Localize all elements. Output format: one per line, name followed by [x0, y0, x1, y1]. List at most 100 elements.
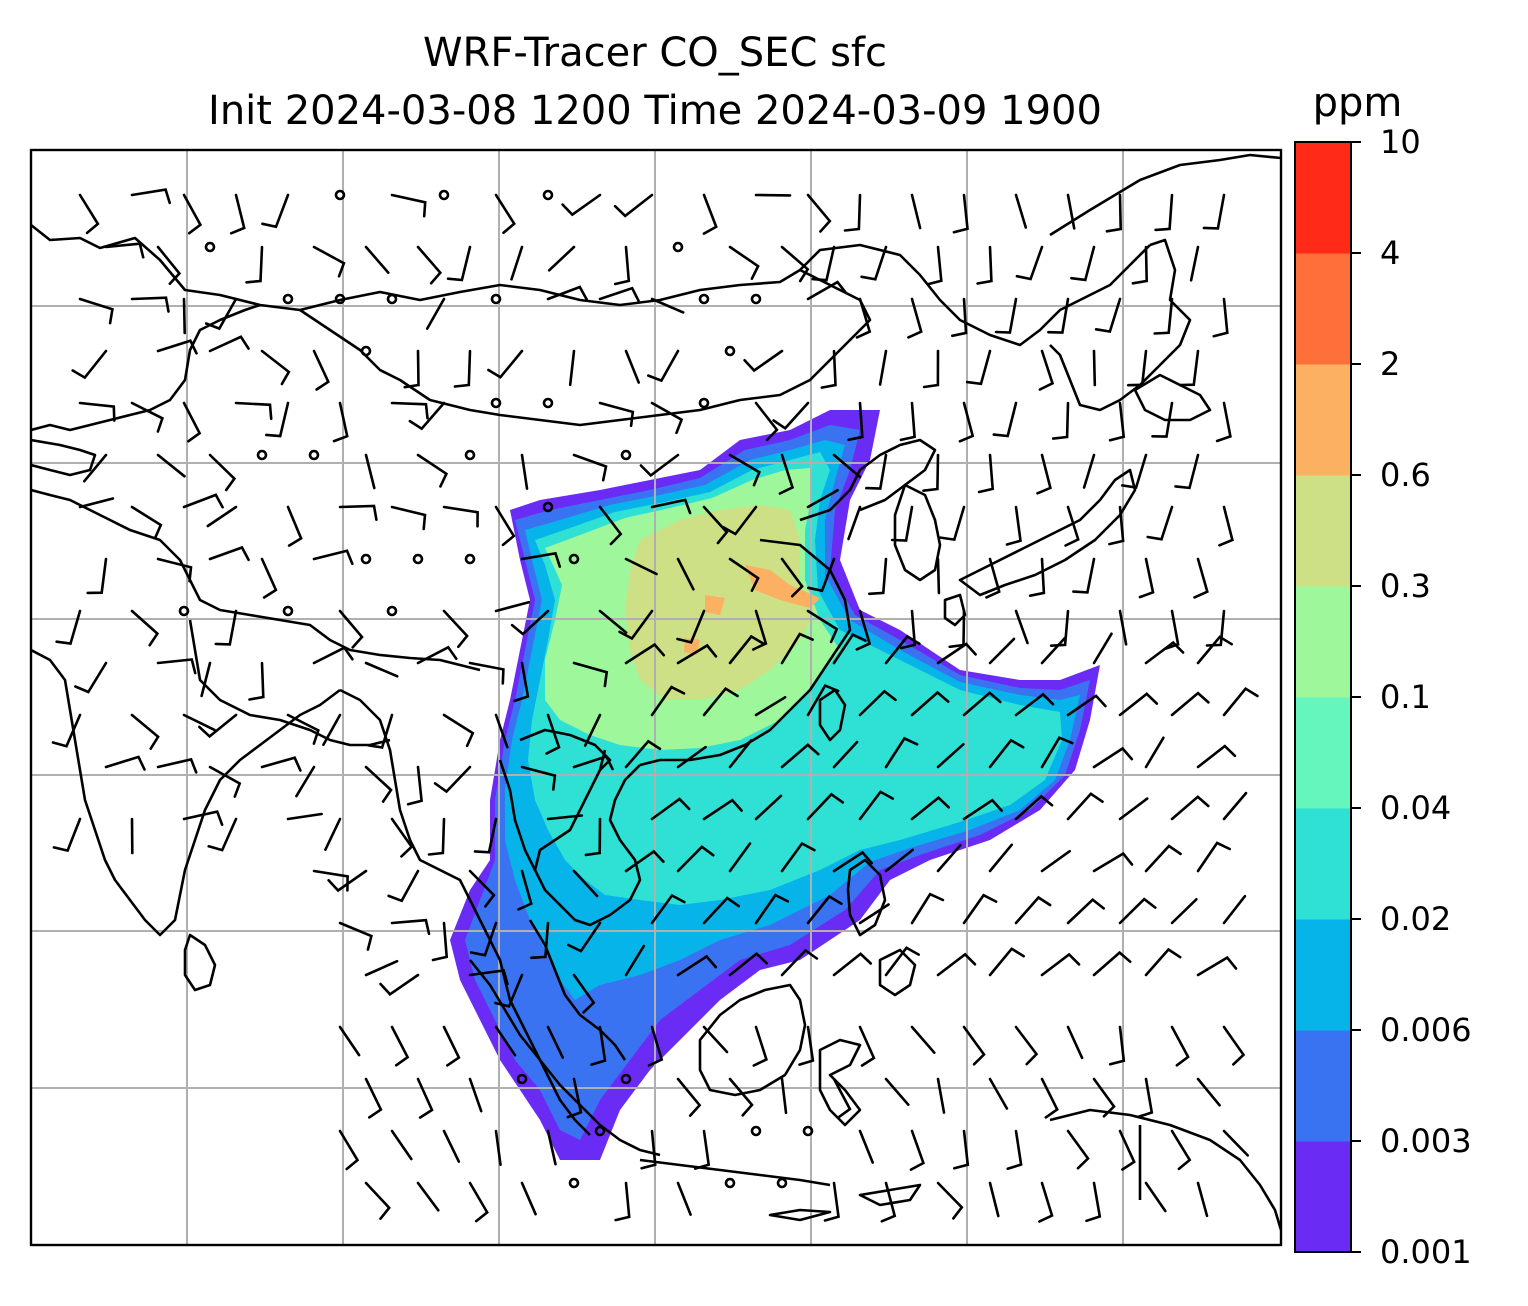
wind-barb [806, 609, 839, 644]
wind-barb [530, 921, 550, 960]
calm-wind-marker [386, 605, 398, 617]
wind-barb [208, 453, 237, 492]
wind-barb [926, 245, 943, 286]
wind-barb [513, 661, 530, 703]
wind-barb [922, 349, 940, 389]
wind-barb [207, 817, 238, 852]
wind-barb [1137, 1077, 1154, 1119]
wind-barb [702, 193, 718, 235]
wind-barb [156, 757, 198, 774]
wind-barb [676, 1077, 702, 1117]
wind-barb [910, 795, 950, 821]
wind-barb [650, 797, 691, 821]
wind-barb [936, 743, 965, 769]
wind-barb [693, 1129, 711, 1170]
wind-barb [442, 609, 469, 649]
wind-barb [208, 545, 250, 562]
sulawesi [818, 1038, 862, 1127]
wind-barb [936, 642, 977, 665]
calm-wind-marker [490, 293, 502, 305]
colorbar-tick-label: 0.04 [1380, 789, 1452, 827]
colorbar-segment [1295, 1030, 1351, 1142]
calm-wind-marker [750, 293, 762, 305]
korea-peninsula [893, 483, 942, 582]
wind-barb [433, 765, 472, 794]
wind-barb [910, 690, 950, 717]
wind-barb [1092, 632, 1113, 665]
wind-barb [1118, 797, 1149, 821]
wind-barb [890, 505, 914, 542]
wind-barb [832, 1077, 852, 1119]
wind-barb [51, 713, 82, 748]
wind-barb [406, 765, 424, 806]
wind-barb [650, 685, 686, 717]
wind-barb [572, 754, 614, 771]
wind-barb [546, 285, 588, 301]
wind-barb [86, 557, 108, 595]
wind-barb [639, 453, 680, 478]
wind-barb [1092, 746, 1134, 769]
wind-barb [561, 193, 602, 217]
wind-barb [613, 245, 631, 286]
wind-barb [1222, 791, 1248, 821]
calm-wind-marker [516, 1073, 528, 1085]
wind-barb [468, 1181, 489, 1223]
sumatra [468, 959, 661, 1157]
wind-barb [1126, 349, 1148, 387]
wind-barb [780, 245, 810, 283]
wind-barb [884, 634, 921, 665]
wind-barb [364, 959, 399, 977]
wind-barb [1170, 898, 1198, 925]
wind-barb [494, 973, 524, 1008]
wind-barb [936, 1077, 946, 1114]
wind-barb [855, 609, 872, 651]
wind-barb [248, 661, 265, 701]
wind-barb [312, 549, 354, 566]
gridlines [31, 150, 1281, 1245]
wind-barb [951, 297, 968, 338]
wind-barb [338, 921, 373, 951]
wind-barb [468, 661, 505, 685]
wind-barb [899, 609, 917, 650]
plume-max-spot [745, 565, 820, 608]
wind-barb [1070, 245, 1096, 282]
calm-wind-marker [412, 553, 424, 565]
colorbar-tick-label: 0.006 [1380, 1011, 1472, 1049]
wind-barb [728, 453, 761, 487]
wind-barb [614, 1181, 631, 1222]
wind-barb [1064, 505, 1080, 547]
map-title-line1: WRF-Tracer CO_SEC sfc [422, 30, 888, 76]
wind-barb [156, 658, 197, 675]
colorbar-tick-label: 0.3 [1380, 567, 1431, 605]
wind-barb [295, 765, 316, 798]
wind-barb [208, 765, 242, 798]
wind-barb [390, 401, 429, 420]
wind-barb [403, 349, 420, 389]
wind-barb [922, 453, 940, 492]
wind-barb [520, 765, 557, 791]
colorbar-ticks [1351, 141, 1361, 1253]
map-title-line2: Init 2024-03-08 1200 Time 2024-03-09 190… [208, 88, 1102, 134]
wind-barb [245, 245, 264, 284]
wind-barb [156, 245, 182, 285]
wind-barb [156, 557, 193, 583]
wind-barb [327, 869, 368, 893]
wind-barb [1196, 1181, 1209, 1218]
wind-barb [752, 1025, 768, 1067]
wind-barb [1144, 640, 1185, 665]
wind-barb [728, 557, 760, 592]
wind-barb [832, 850, 873, 873]
wind-barb [1222, 686, 1259, 717]
wind-barb [598, 505, 623, 546]
wind-barb [988, 843, 1013, 873]
wind-barb [832, 453, 862, 479]
borneo [698, 983, 807, 1097]
wind-barb [728, 1077, 754, 1117]
wind-barb [446, 245, 472, 282]
wind-barb [1222, 894, 1247, 925]
wind-barb [312, 349, 330, 391]
china-coast [639, 538, 852, 767]
wind-barb [1040, 849, 1071, 873]
colorbar-segment [1295, 253, 1351, 365]
wind-barb [265, 401, 290, 438]
